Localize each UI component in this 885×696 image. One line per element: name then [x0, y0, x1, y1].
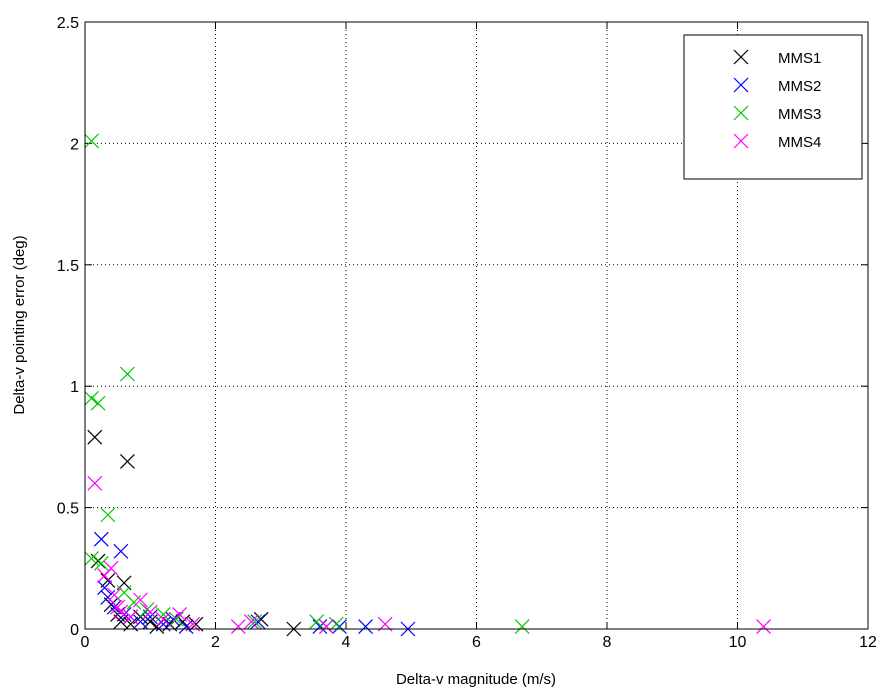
- data-point-mms4: [756, 619, 772, 634]
- y-tick-label: 0: [70, 622, 79, 639]
- plot-frame: [84, 21, 869, 630]
- data-point-mms3: [119, 366, 135, 382]
- legend-marker-mms2: [733, 77, 749, 93]
- data-point-mms2: [312, 619, 328, 634]
- y-tick-label: 1: [70, 379, 79, 396]
- data-point-mms4: [133, 592, 148, 608]
- legend: MMS1 MMS2 MMS3 MMS4: [683, 34, 863, 180]
- data-point-mms3: [84, 551, 99, 567]
- legend-box: [683, 34, 863, 180]
- data-markers: [84, 133, 772, 637]
- data-point-mms3: [100, 507, 116, 523]
- legend-marker-mms4: [733, 133, 749, 149]
- data-point-mms2: [142, 609, 158, 625]
- x-tick-label: 6: [472, 634, 481, 651]
- data-point-mms4: [142, 604, 158, 620]
- data-point-mms4: [113, 604, 129, 620]
- data-point-mms2: [93, 531, 109, 547]
- data-point-mms2: [106, 599, 122, 615]
- legend-label-mms1: MMS1: [778, 50, 821, 67]
- data-point-mms2: [113, 543, 129, 559]
- x-tick-label: 8: [603, 634, 612, 651]
- data-point-mms3: [93, 556, 109, 571]
- legend-label-mms4: MMS4: [778, 134, 821, 151]
- data-point-mms4: [155, 611, 171, 627]
- tick-labels: 0 2 4 6 8 10 12 0 0.5 1 1.5 2 2.5: [57, 15, 877, 651]
- data-point-mms4: [110, 599, 126, 615]
- data-point-mms4: [243, 614, 259, 630]
- x-tick-label: 10: [729, 634, 747, 651]
- data-point-mms4: [103, 560, 119, 576]
- legend-marker-mms3: [733, 105, 749, 121]
- data-point-mms3: [90, 395, 106, 411]
- x-tick-label: 0: [81, 634, 90, 651]
- data-point-mms3: [309, 614, 325, 630]
- x-axis-label: Delta-v magnitude (m/s): [396, 671, 556, 688]
- data-point-mms4: [319, 619, 334, 634]
- legend-label-mms2: MMS2: [778, 78, 821, 95]
- data-point-mms1: [119, 454, 135, 469]
- y-tick-label: 1.5: [57, 258, 79, 275]
- y-tick-label: 0.5: [57, 501, 79, 518]
- data-point-mms3: [247, 614, 263, 630]
- y-tick-label: 2.5: [57, 15, 79, 32]
- series-mms4: [87, 475, 772, 634]
- data-point-mms2: [358, 619, 373, 634]
- data-point-mms3: [168, 611, 184, 627]
- x-tick-label: 2: [211, 634, 220, 651]
- data-point-mms4: [106, 587, 122, 603]
- x-tick-label: 4: [342, 634, 351, 651]
- x-tick-label: 12: [859, 634, 877, 651]
- y-tick-label: 2: [70, 136, 79, 153]
- data-point-mms1: [100, 573, 116, 588]
- data-point-mms4: [230, 619, 246, 634]
- data-point-mms1: [87, 429, 103, 445]
- data-point-mms2: [250, 614, 266, 630]
- data-point-mms2: [97, 580, 112, 596]
- legend-label-mms3: MMS3: [778, 106, 821, 123]
- data-point-mms4: [172, 607, 188, 622]
- y-axis-label: Delta-v pointing error (deg): [11, 235, 28, 414]
- data-point-mms3: [84, 133, 99, 149]
- data-point-mms3: [514, 619, 530, 634]
- data-point-mms4: [123, 609, 139, 625]
- legend-marker-mms1: [733, 49, 749, 65]
- data-point-mms3: [84, 390, 99, 406]
- data-point-mms3: [155, 607, 171, 622]
- data-point-mms4: [87, 475, 103, 491]
